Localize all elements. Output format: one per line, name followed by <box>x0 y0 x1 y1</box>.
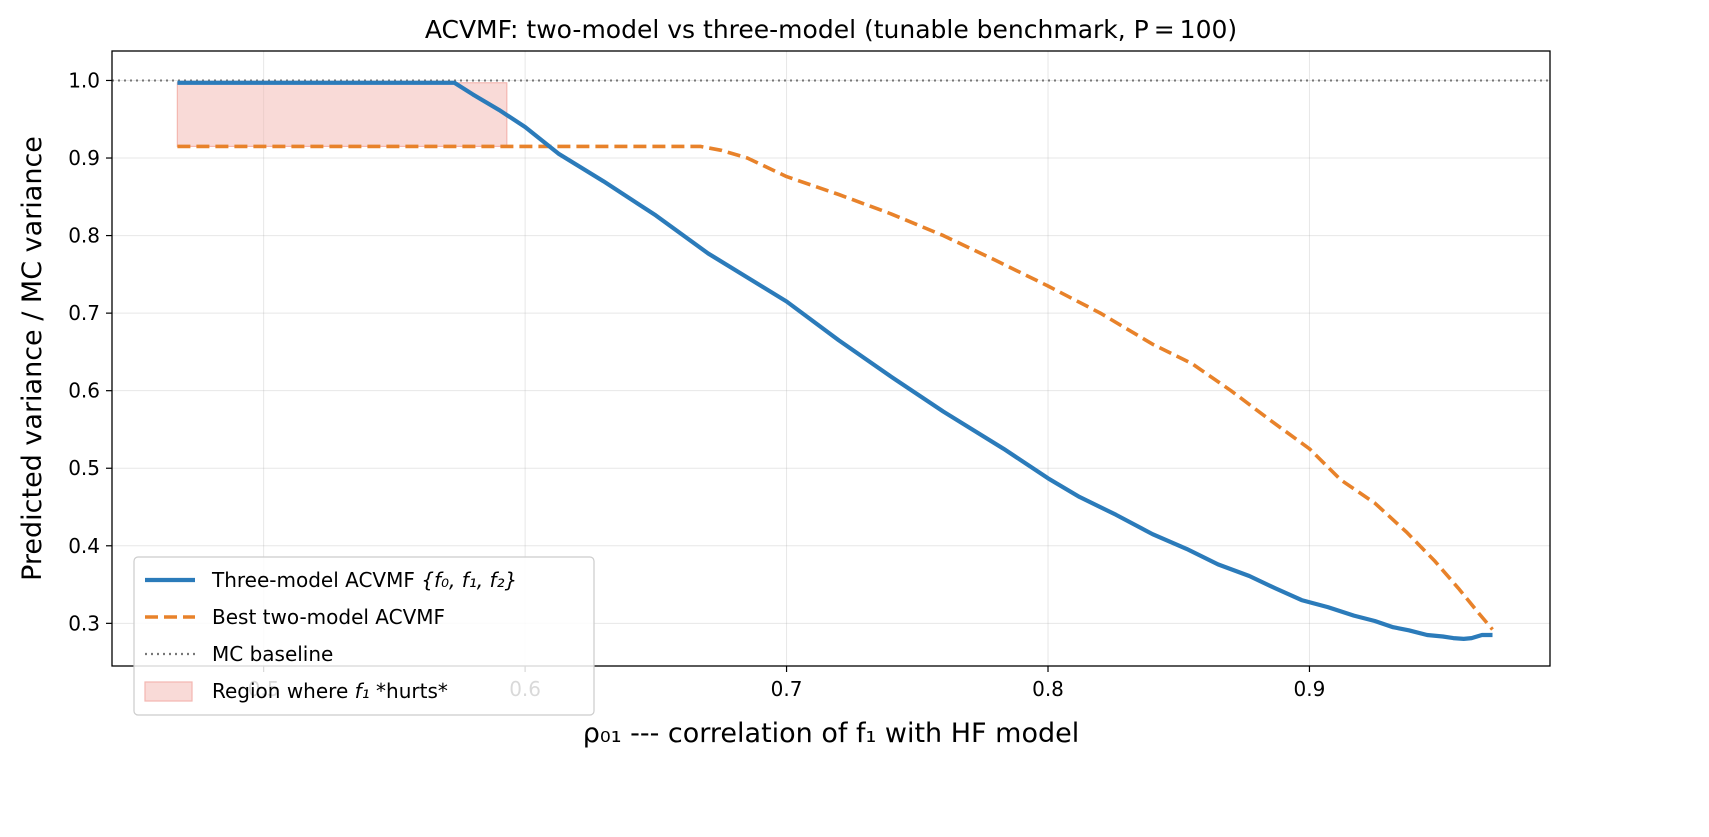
y-tick-label: 0.5 <box>68 456 100 480</box>
shaded-region-layer <box>176 82 508 147</box>
y-tick-label: 1.0 <box>68 68 100 92</box>
legend: Three-model ACVMF {f₀, f₁, f₂} Best two-… <box>133 556 595 716</box>
series-layer <box>112 79 1550 642</box>
legend-label-region: Region where f₁ *hurts* <box>212 679 448 703</box>
y-tick-label: 0.9 <box>68 146 100 170</box>
legend-label-two-model: Best two-model ACVMF <box>212 605 445 629</box>
legend-three-model-prefix: Three-model ACVMF <box>211 568 421 592</box>
legend-label-three-model: Three-model ACVMF {f₀, f₁, f₂} <box>211 568 517 592</box>
legend-swatch-region <box>144 681 193 702</box>
grid <box>112 51 1550 666</box>
legend-region-var: f₁ <box>355 679 370 703</box>
chart-title: ACVMF: two-model vs three-model (tunable… <box>425 15 1237 44</box>
legend-region-prefix: Region where <box>212 679 355 703</box>
shaded-region-f1-hurts <box>176 82 508 147</box>
y-tick-label: 0.3 <box>68 611 100 635</box>
y-tick-label: 0.6 <box>68 379 100 403</box>
x-tick-label: 0.7 <box>771 677 803 701</box>
y-tick-label: 0.4 <box>68 534 100 558</box>
x-tick-label: 0.8 <box>1032 677 1064 701</box>
x-tick-label: 0.9 <box>1294 677 1326 701</box>
legend-three-model-set: {f₀, f₁, f₂} <box>421 568 517 592</box>
y-tick-label: 0.8 <box>68 224 100 248</box>
plot-frame <box>111 50 1551 667</box>
x-axis-label: ρ₀₁ --- correlation of f₁ with HF model <box>583 718 1080 749</box>
legend-region-suffix: *hurts* <box>370 679 448 703</box>
legend-box <box>133 556 595 716</box>
series-line-two-model <box>177 144 1494 631</box>
series-line-three-model <box>177 80 1493 642</box>
y-axis-label: Predicted variance / MC variance <box>17 136 48 581</box>
legend-label-mc-baseline: MC baseline <box>212 642 333 666</box>
y-tick-label: 0.7 <box>68 301 100 325</box>
